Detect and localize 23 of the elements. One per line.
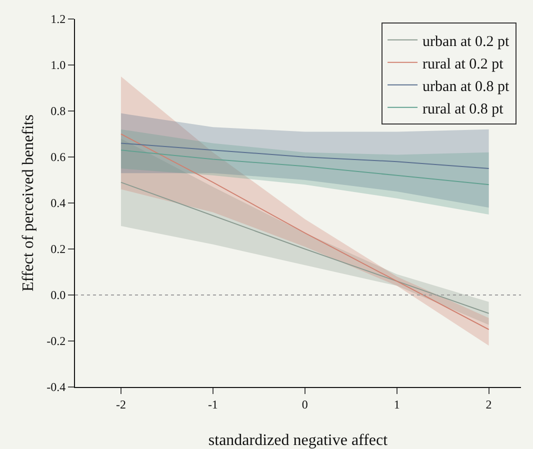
x-tick-label: -2: [116, 397, 126, 412]
legend-label: rural at 0.2 pt: [422, 56, 504, 72]
y-tick-label: 0.4: [50, 196, 66, 210]
y-tick-label: 0.8: [50, 104, 66, 118]
legend-label: rural at 0.8 pt: [422, 101, 504, 118]
x-tick-label: -1: [208, 397, 218, 412]
x-tick-label: 2: [486, 397, 492, 412]
legend-label: urban at 0.2 pt: [422, 34, 510, 50]
x-axis-title: standardized negative affect: [208, 432, 388, 449]
line-series: [120, 150, 490, 186]
x-tick-label: 0: [302, 397, 308, 412]
line-series: [120, 142, 490, 169]
y-tick-label: -0.2: [46, 334, 66, 348]
y-tick-label: 0.0: [50, 288, 66, 302]
x-tick-label: 1: [394, 397, 400, 412]
legend-label: urban at 0.8 pt: [422, 78, 510, 95]
y-tick-label: 1.0: [50, 58, 66, 72]
y-tick-label: 0.6: [50, 150, 66, 164]
y-tick-label: 0.2: [50, 242, 66, 256]
line-series: [120, 182, 490, 314]
y-tick-label: 1.2: [50, 12, 66, 26]
y-tick-label: -0.4: [46, 380, 66, 394]
y-axis-title: Effect of perceived benefits: [20, 114, 37, 292]
